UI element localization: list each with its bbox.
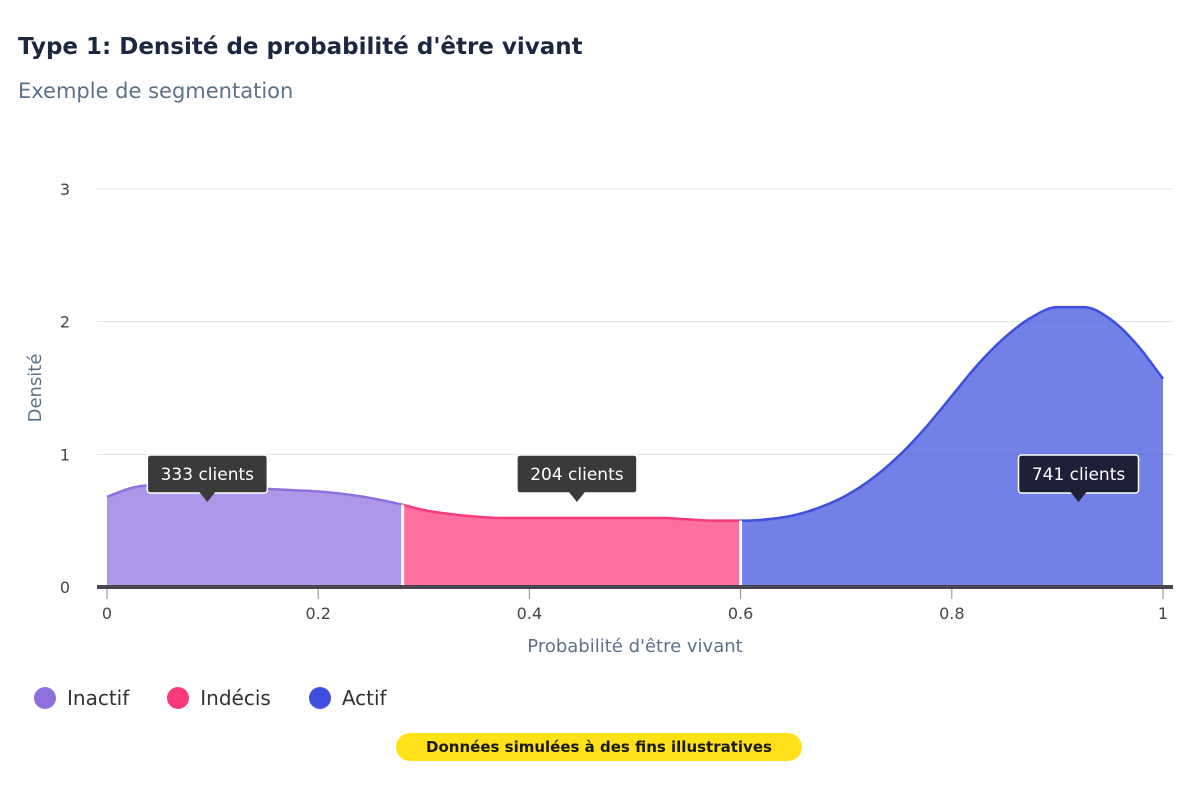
legend-label-indecis: Indécis xyxy=(200,686,271,710)
tooltip-label-0: 333 clients xyxy=(161,465,255,485)
y-tick-label-2: 2 xyxy=(60,313,70,332)
x-tick-label-2: 0.4 xyxy=(517,604,542,623)
chart-subtitle: Exemple de segmentation xyxy=(18,79,294,103)
legend-item-indecis[interactable]: Indécis xyxy=(167,686,271,710)
x-axis-title: Probabilité d'être vivant xyxy=(527,636,742,657)
legend-label-inactif: Inactif xyxy=(67,686,130,710)
x-tick-label-4: 0.8 xyxy=(939,604,964,623)
y-tick-label-1: 1 xyxy=(60,445,70,464)
tooltip-0: 333 clients xyxy=(146,454,269,502)
y-axis-title: Densité xyxy=(25,354,46,423)
tooltip-1: 204 clients xyxy=(516,454,638,502)
tooltip-pointer-0 xyxy=(199,492,216,502)
legend-marker-indecis xyxy=(167,687,190,709)
density-line-1 xyxy=(402,503,741,522)
count-tooltips: 333 clients 204 clients 741 clients xyxy=(146,454,1140,502)
density-area-2[interactable] xyxy=(740,307,1163,587)
tooltip-pointer-1 xyxy=(568,492,585,502)
x-tick-label-3: 0.6 xyxy=(728,604,753,623)
legend-marker-inactif xyxy=(34,687,56,709)
tooltip-pointer-2 xyxy=(1070,492,1087,502)
chart-title: Type 1: Densité de probabilité d'être vi… xyxy=(18,34,583,60)
density-area-0[interactable] xyxy=(107,484,403,587)
axes: 0 1 2 3 0 0.2 0.4 0.6 0.8 1 xyxy=(60,180,1173,623)
legend-marker-actif xyxy=(308,687,331,709)
legend-item-actif[interactable]: Actif xyxy=(308,686,387,710)
density-areas xyxy=(106,305,1164,587)
x-tick-label-1: 0.2 xyxy=(305,604,330,623)
density-chart: 0 1 2 3 0 0.2 0.4 0.6 0.8 1 333 clients 204 client… xyxy=(25,180,1173,657)
simulated-data-note: Données simulées à des fins illustrative… xyxy=(396,733,802,761)
legend-label-actif: Actif xyxy=(341,686,387,710)
tooltip-label-1: 204 clients xyxy=(530,465,624,485)
y-tick-label-3: 3 xyxy=(60,180,70,199)
tooltip-2: 741 clients xyxy=(1017,454,1140,502)
x-tick-label-0: 0 xyxy=(102,604,112,623)
density-line-2 xyxy=(740,305,1164,522)
legend: Inactif Indécis Actif xyxy=(34,686,425,710)
x-tick-label-5: 1 xyxy=(1158,604,1168,623)
density-area-1[interactable] xyxy=(402,504,741,587)
y-tick-label-0: 0 xyxy=(60,578,70,597)
tooltip-label-2: 741 clients xyxy=(1032,465,1126,485)
legend-item-inactif[interactable]: Inactif xyxy=(34,686,129,710)
